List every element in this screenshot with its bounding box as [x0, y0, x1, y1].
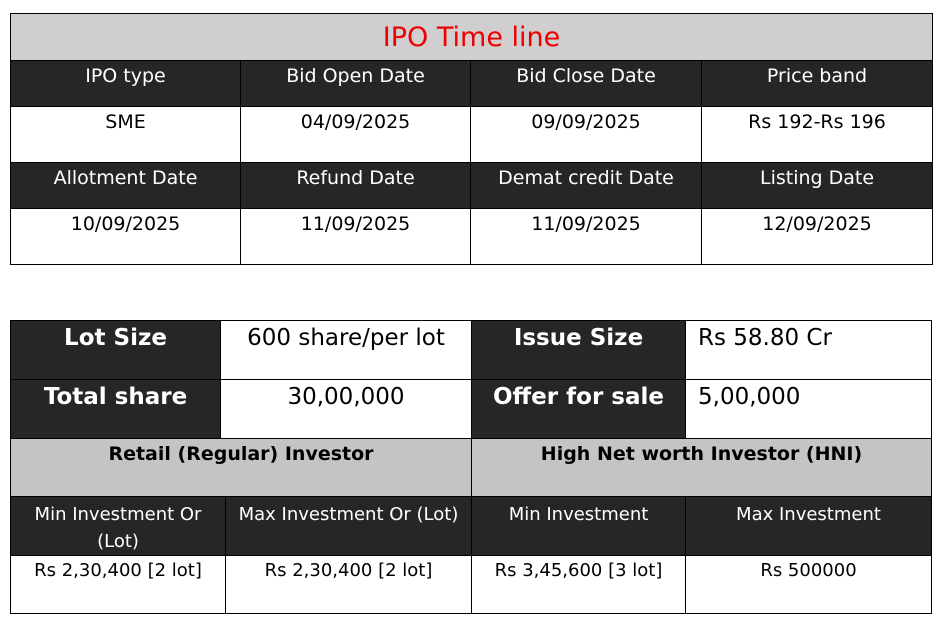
lot-size-value: 600 share/per lot: [220, 320, 472, 380]
retail-max-investment-value: Rs 2,30,400 [2 lot]: [225, 555, 472, 614]
header-ipo-type: IPO type: [10, 60, 241, 107]
header-allotment-date: Allotment Date: [10, 162, 241, 209]
retail-max-investment-header: Max Investment Or (Lot): [225, 496, 472, 556]
lot-size-label: Lot Size: [10, 320, 221, 380]
value-allotment-date: 10/09/2025: [10, 208, 241, 265]
value-refund-date: 11/09/2025: [240, 208, 471, 265]
value-bid-close-date: 09/09/2025: [470, 106, 702, 163]
header-demat-credit-date: Demat credit Date: [470, 162, 702, 209]
retail-investor-title: Retail (Regular) Investor: [10, 438, 472, 497]
value-demat-credit-date: 11/09/2025: [470, 208, 702, 265]
offer-for-sale-value: 5,00,000: [685, 379, 932, 439]
retail-min-investment-header: Min Investment Or (Lot): [10, 496, 226, 556]
header-price-band: Price band: [700, 60, 934, 107]
total-share-value: 30,00,000: [220, 379, 472, 439]
header-bid-open-date: Bid Open Date: [240, 60, 471, 107]
issue-details-table: Lot Size 600 share/per lot Issue Size Rs…: [10, 320, 932, 614]
hni-min-investment-value: Rs 3,45,600 [3 lot]: [471, 555, 686, 614]
header-bid-close-date: Bid Close Date: [470, 60, 702, 107]
hni-max-investment-header: Max Investment: [685, 496, 932, 556]
total-share-label: Total share: [10, 379, 221, 439]
value-ipo-type: SME: [10, 106, 241, 163]
hni-investor-title: High Net worth Investor (HNI): [471, 438, 932, 497]
timeline-title: IPO Time line: [9, 13, 934, 61]
hni-min-investment-header: Min Investment: [471, 496, 686, 556]
issue-size-label: Issue Size: [471, 320, 686, 380]
value-bid-open-date: 04/09/2025: [240, 106, 471, 163]
ipo-timeline-table: IPO Time line IPO type Bid Open Date Bid…: [9, 13, 934, 265]
issue-size-value: Rs 58.80 Cr: [685, 320, 932, 380]
header-listing-date: Listing Date: [700, 162, 934, 209]
offer-for-sale-label: Offer for sale: [471, 379, 686, 439]
value-price-band: Rs 192-Rs 196: [700, 106, 934, 163]
value-listing-date: 12/09/2025: [700, 208, 934, 265]
hni-max-investment-value: Rs 500000: [685, 555, 932, 614]
retail-min-investment-value: Rs 2,30,400 [2 lot]: [10, 555, 226, 614]
header-refund-date: Refund Date: [240, 162, 471, 209]
